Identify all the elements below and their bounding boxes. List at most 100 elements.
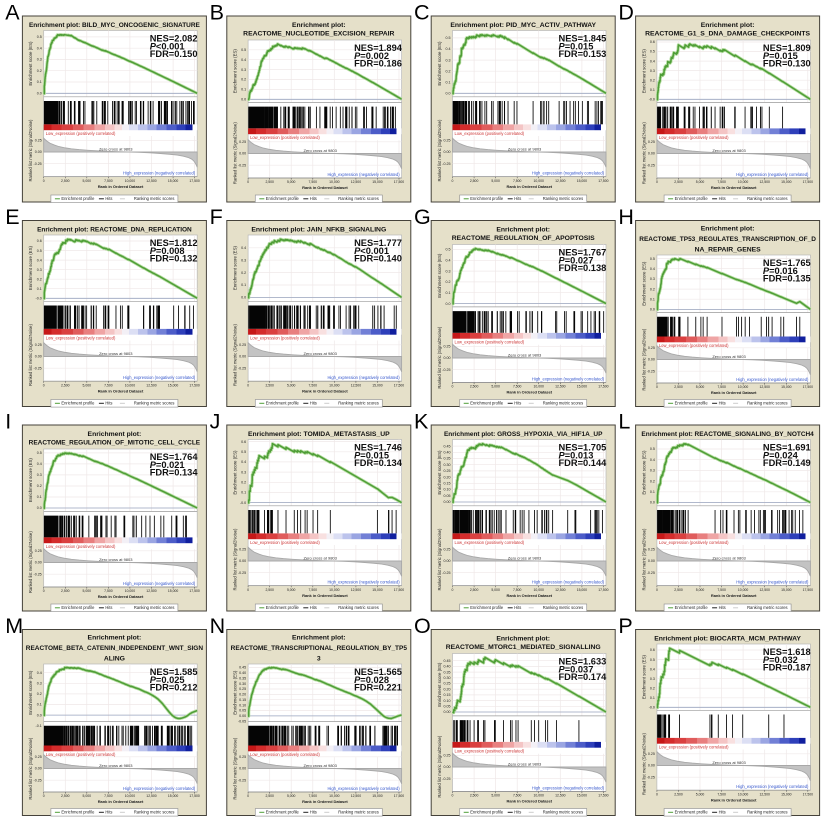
svg-text:Ranked list metric (Signal2Noi: Ranked list metric (Signal2Noise) xyxy=(437,326,442,389)
svg-text:Enrichment profile: Enrichment profile xyxy=(470,196,504,201)
svg-text:0.30: 0.30 xyxy=(444,676,451,680)
svg-text:Enrichment score (ES): Enrichment score (ES) xyxy=(437,662,442,707)
svg-text:2,500: 2,500 xyxy=(674,588,683,592)
svg-text:ALING: ALING xyxy=(104,656,125,663)
svg-text:-0.25: -0.25 xyxy=(33,572,41,576)
svg-text:17,500: 17,500 xyxy=(598,385,608,389)
svg-text:Enrichment plot:: Enrichment plot: xyxy=(701,22,755,29)
svg-text:0.4: 0.4 xyxy=(446,47,451,51)
svg-text:P=0.028: P=0.028 xyxy=(354,675,389,685)
svg-text:0: 0 xyxy=(247,180,249,184)
svg-text:N: N xyxy=(210,614,226,638)
svg-text:Zero cross at 9803: Zero cross at 9803 xyxy=(712,760,746,765)
svg-text:0.25: 0.25 xyxy=(239,755,246,759)
svg-text:Ranked list metric (Signal2Noi: Ranked list metric (Signal2Noise) xyxy=(641,122,646,185)
svg-text:12,500: 12,500 xyxy=(555,588,565,592)
svg-text:15,000: 15,000 xyxy=(577,385,587,389)
svg-text:10,000: 10,000 xyxy=(738,588,748,592)
svg-text:17,500: 17,500 xyxy=(394,588,404,592)
svg-text:Rank in Ordered Dataset: Rank in Ordered Dataset xyxy=(711,797,757,802)
svg-text:0.4: 0.4 xyxy=(37,258,42,262)
svg-text:0.0: 0.0 xyxy=(446,92,451,96)
svg-text:10,000: 10,000 xyxy=(738,793,748,797)
svg-text:Enrichment profile: Enrichment profile xyxy=(61,810,95,815)
svg-text:0.5: 0.5 xyxy=(446,248,451,252)
svg-text:12,500: 12,500 xyxy=(760,588,770,592)
svg-text:FDR=0.150: FDR=0.150 xyxy=(150,49,198,59)
svg-text:0.15: 0.15 xyxy=(444,482,451,486)
svg-text:Ranked list metric (Signal2Noi: Ranked list metric (Signal2Noise) xyxy=(437,528,442,591)
svg-text:Ranked list metric (Signal2Noi: Ranked list metric (Signal2Noise) xyxy=(28,119,33,182)
svg-text:15,000: 15,000 xyxy=(372,384,382,388)
svg-text:0.25: 0.25 xyxy=(648,752,655,756)
svg-text:Rank in Ordered Dataset: Rank in Ordered Dataset xyxy=(98,388,144,393)
svg-text:12,500: 12,500 xyxy=(760,793,770,797)
svg-text:Enrichment plot: GROSS_HYPOXIA: Enrichment plot: GROSS_HYPOXIA_VIA_HIF1A… xyxy=(444,431,603,438)
svg-text:L: L xyxy=(618,409,630,433)
svg-text:0.1: 0.1 xyxy=(446,80,451,84)
svg-text:FDR=0.221: FDR=0.221 xyxy=(354,683,402,693)
svg-text:NA_REPAIR_GENES: NA_REPAIR_GENES xyxy=(695,247,762,254)
svg-text:FDR=0.187: FDR=0.187 xyxy=(763,663,811,673)
svg-text:Enrichment score (ES): Enrichment score (ES) xyxy=(28,670,33,715)
svg-text:High_expression (negatively co: High_expression (negatively correlated) xyxy=(736,580,809,585)
svg-text:0.5: 0.5 xyxy=(446,36,451,40)
svg-text:17,500: 17,500 xyxy=(394,384,404,388)
svg-text:Ranked list metric (Signal2Noi: Ranked list metric (Signal2Noise) xyxy=(641,528,646,591)
svg-text:0.1: 0.1 xyxy=(37,80,42,84)
svg-text:0.2: 0.2 xyxy=(650,287,655,291)
svg-text:17,500: 17,500 xyxy=(394,794,404,798)
svg-text:Low_expression (positively cor: Low_expression (positively correlated) xyxy=(455,748,525,753)
svg-text:0.6: 0.6 xyxy=(650,40,655,44)
svg-text:-0.25: -0.25 xyxy=(647,163,655,167)
svg-text:Low_expression (positively cor: Low_expression (positively correlated) xyxy=(250,135,320,140)
svg-text:7,500: 7,500 xyxy=(104,384,113,388)
svg-text:Enrichment plot:: Enrichment plot: xyxy=(292,635,346,642)
svg-text:NES=1.809: NES=1.809 xyxy=(763,43,811,53)
svg-text:15,000: 15,000 xyxy=(577,588,587,592)
svg-text:Zero cross at 9803: Zero cross at 9803 xyxy=(99,351,133,356)
svg-text:0.0: 0.0 xyxy=(37,92,42,96)
svg-text:0.4: 0.4 xyxy=(650,59,655,63)
svg-text:0.1: 0.1 xyxy=(37,287,42,291)
svg-text:Enrichment plot: REACTOME_DNA_: Enrichment plot: REACTOME_DNA_REPLICATIO… xyxy=(37,227,192,234)
svg-text:Low_expression (positively cor: Low_expression (positively correlated) xyxy=(659,540,729,545)
svg-text:0.3: 0.3 xyxy=(650,677,655,681)
svg-text:0.5: 0.5 xyxy=(241,48,246,52)
svg-text:F: F xyxy=(210,205,223,229)
svg-text:12,500: 12,500 xyxy=(351,384,361,388)
svg-text:High_expression (negatively co: High_expression (negatively correlated) xyxy=(327,580,400,585)
svg-text:0.00: 0.00 xyxy=(648,559,655,563)
svg-text:Ranked list metric (Signal2Noi: Ranked list metric (Signal2Noise) xyxy=(641,328,646,391)
svg-text:17,500: 17,500 xyxy=(803,180,813,184)
svg-text:0.25: 0.25 xyxy=(444,469,451,473)
svg-text:0.25: 0.25 xyxy=(239,548,246,552)
svg-text:Enrichment score (ES): Enrichment score (ES) xyxy=(437,41,442,86)
svg-text:Rank in Ordered Dataset: Rank in Ordered Dataset xyxy=(98,799,144,804)
svg-text:NES=1.765: NES=1.765 xyxy=(763,258,811,268)
svg-text:P=0.016: P=0.016 xyxy=(763,266,798,276)
svg-text:0.2: 0.2 xyxy=(650,479,655,483)
svg-text:Enrichment score (ES): Enrichment score (ES) xyxy=(437,450,442,495)
svg-text:-0.25: -0.25 xyxy=(33,366,41,370)
svg-text:P=0.032: P=0.032 xyxy=(763,655,798,665)
svg-text:Low_expression (positively cor: Low_expression (positively correlated) xyxy=(46,752,116,757)
svg-text:Hits: Hits xyxy=(514,196,521,201)
svg-text:FDR=0.140: FDR=0.140 xyxy=(354,254,402,264)
svg-text:7,500: 7,500 xyxy=(717,588,726,592)
svg-text:12,500: 12,500 xyxy=(555,794,565,798)
svg-text:Hits: Hits xyxy=(310,196,317,201)
svg-text:Low_expression (positively cor: Low_expression (positively correlated) xyxy=(659,343,729,348)
svg-text:Low_expression (positively cor: Low_expression (positively correlated) xyxy=(659,135,729,140)
svg-text:Enrichment plot: TOMIDA_METAST: Enrichment plot: TOMIDA_METASTASIS_UP xyxy=(248,431,390,438)
svg-text:10,000: 10,000 xyxy=(125,589,135,593)
svg-text:High_expression (negatively co: High_expression (negatively correlated) xyxy=(123,375,196,380)
svg-text:Ranking metric scores: Ranking metric scores xyxy=(134,401,175,406)
svg-text:0.3: 0.3 xyxy=(650,69,655,73)
svg-text:Low_expression (positively cor: Low_expression (positively correlated) xyxy=(455,540,525,545)
svg-text:Ranking metric scores: Ranking metric scores xyxy=(338,401,379,406)
svg-text:0.3: 0.3 xyxy=(650,469,655,473)
svg-text:17,500: 17,500 xyxy=(189,179,199,183)
svg-text:10,000: 10,000 xyxy=(125,179,135,183)
svg-text:Enrichment profile: Enrichment profile xyxy=(675,401,709,406)
